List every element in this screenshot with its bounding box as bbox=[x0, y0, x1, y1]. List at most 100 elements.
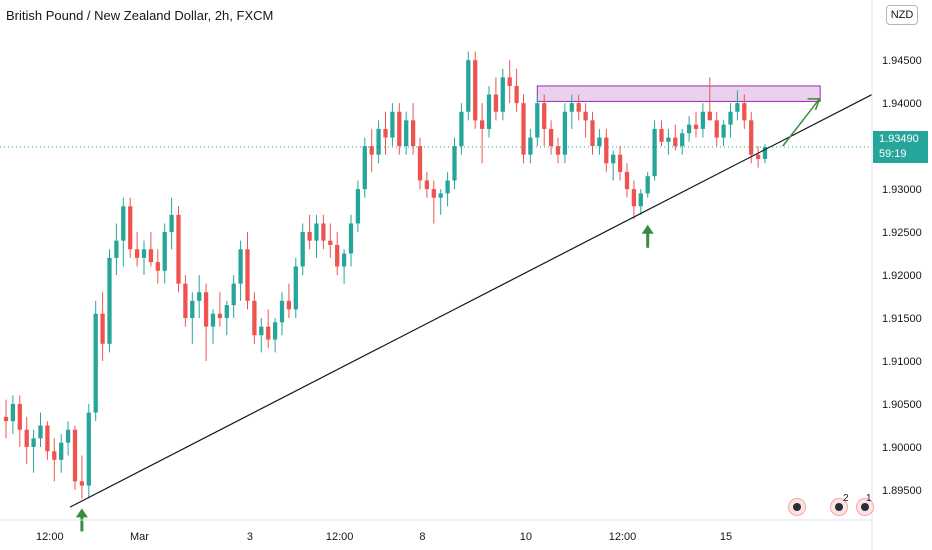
up-arrow-head-icon bbox=[641, 224, 654, 234]
candle-body bbox=[328, 240, 333, 245]
time-tick-label: 15 bbox=[720, 531, 732, 543]
candle-body bbox=[645, 176, 650, 194]
time-tick-label: 12:00 bbox=[36, 531, 64, 543]
candle-body bbox=[210, 313, 216, 327]
candle-body bbox=[486, 94, 492, 129]
candle-body bbox=[445, 180, 450, 194]
candle-body bbox=[155, 262, 160, 271]
candle-body bbox=[638, 193, 643, 207]
time-tick-label: Mar bbox=[130, 531, 149, 543]
candles bbox=[3, 51, 768, 499]
resistance-zone-rect bbox=[536, 85, 821, 102]
candle-body bbox=[479, 120, 485, 129]
event-flag-icon[interactable] bbox=[830, 498, 848, 516]
candle-body bbox=[238, 249, 243, 284]
candle-body bbox=[17, 403, 22, 430]
candle-body bbox=[693, 124, 699, 129]
candle-body bbox=[762, 146, 768, 160]
candle-body bbox=[617, 154, 623, 172]
event-flag-icon[interactable] bbox=[788, 498, 806, 516]
candle-body bbox=[459, 111, 464, 147]
price-tick-label: 1.90500 bbox=[882, 399, 922, 411]
price-tick-label: 1.91000 bbox=[882, 356, 922, 368]
resistance-zone[interactable] bbox=[536, 85, 821, 102]
candle-body bbox=[355, 189, 361, 224]
candle-body bbox=[224, 305, 229, 319]
candle-body bbox=[100, 313, 105, 344]
candle-body bbox=[452, 146, 457, 181]
candle-body bbox=[293, 266, 298, 310]
candle-body bbox=[686, 124, 692, 134]
candle-body bbox=[473, 60, 478, 121]
candle-body bbox=[721, 124, 726, 138]
candle-body bbox=[569, 103, 574, 112]
candle-body bbox=[190, 300, 195, 319]
candle-body bbox=[134, 249, 140, 258]
candle-body bbox=[169, 214, 174, 233]
candle-body bbox=[3, 416, 9, 422]
candle-body bbox=[555, 146, 561, 155]
candle-body bbox=[590, 120, 595, 147]
candle-body bbox=[10, 403, 16, 422]
price-tick-label: 1.89500 bbox=[882, 485, 922, 497]
projection-arrow-icon bbox=[782, 98, 821, 147]
candle-body bbox=[79, 481, 85, 486]
event-flag-icon[interactable] bbox=[856, 498, 874, 516]
candle-body bbox=[376, 128, 381, 155]
candle-body bbox=[231, 283, 236, 306]
candle-body bbox=[86, 412, 91, 486]
candle-body bbox=[65, 429, 71, 443]
candle-body bbox=[141, 249, 147, 258]
time-tick-label: 10 bbox=[520, 531, 532, 543]
candle-body bbox=[300, 232, 305, 267]
candle-body bbox=[38, 425, 43, 439]
candle-body bbox=[121, 206, 126, 241]
candle-body bbox=[369, 146, 374, 155]
candle-body bbox=[624, 171, 630, 190]
candle-body bbox=[666, 137, 671, 142]
candle-body bbox=[424, 180, 430, 190]
candle-body bbox=[576, 103, 581, 112]
candle-body bbox=[259, 326, 264, 336]
candle-body bbox=[321, 223, 326, 241]
annotation-arrows bbox=[75, 98, 821, 532]
candle-body bbox=[266, 326, 271, 340]
candle-body bbox=[203, 292, 209, 327]
candle-body bbox=[521, 103, 526, 155]
last-price-value: 1.93490 bbox=[879, 133, 919, 145]
time-tick-label: 8 bbox=[419, 531, 425, 543]
candle-body bbox=[183, 283, 188, 319]
candle-body bbox=[548, 128, 554, 147]
candle-body bbox=[404, 120, 409, 147]
candle-body bbox=[659, 128, 664, 142]
candle-body bbox=[500, 77, 505, 112]
candle-body bbox=[176, 214, 181, 284]
candle-body bbox=[314, 223, 319, 241]
time-tick-label: 12:00 bbox=[609, 531, 637, 543]
candle-body bbox=[383, 128, 388, 138]
candle-body bbox=[438, 193, 443, 198]
currency-button[interactable]: NZD bbox=[886, 5, 918, 25]
candle-body bbox=[397, 111, 402, 147]
price-tick-label: 1.91500 bbox=[882, 313, 922, 325]
price-tick-label: 1.94000 bbox=[882, 98, 922, 110]
up-arrow-head-icon bbox=[75, 508, 88, 518]
candle-body bbox=[535, 103, 540, 138]
trendline[interactable] bbox=[69, 94, 873, 508]
bar-countdown: 59:19 bbox=[879, 148, 907, 160]
candle-body bbox=[362, 146, 367, 190]
candle-body bbox=[728, 111, 733, 125]
candle-body bbox=[714, 120, 719, 138]
candle-body bbox=[542, 103, 547, 129]
event-count: 2 bbox=[843, 493, 849, 504]
candle-body bbox=[583, 111, 588, 121]
candle-body bbox=[107, 257, 112, 344]
candle-body bbox=[272, 322, 278, 340]
candle-body bbox=[597, 137, 602, 147]
candle-body bbox=[493, 94, 499, 112]
candle-body bbox=[72, 429, 78, 482]
chart-title: British Pound / New Zealand Dollar, 2h, … bbox=[6, 8, 274, 23]
time-tick-label: 3 bbox=[247, 531, 253, 543]
candle-body bbox=[755, 154, 761, 160]
